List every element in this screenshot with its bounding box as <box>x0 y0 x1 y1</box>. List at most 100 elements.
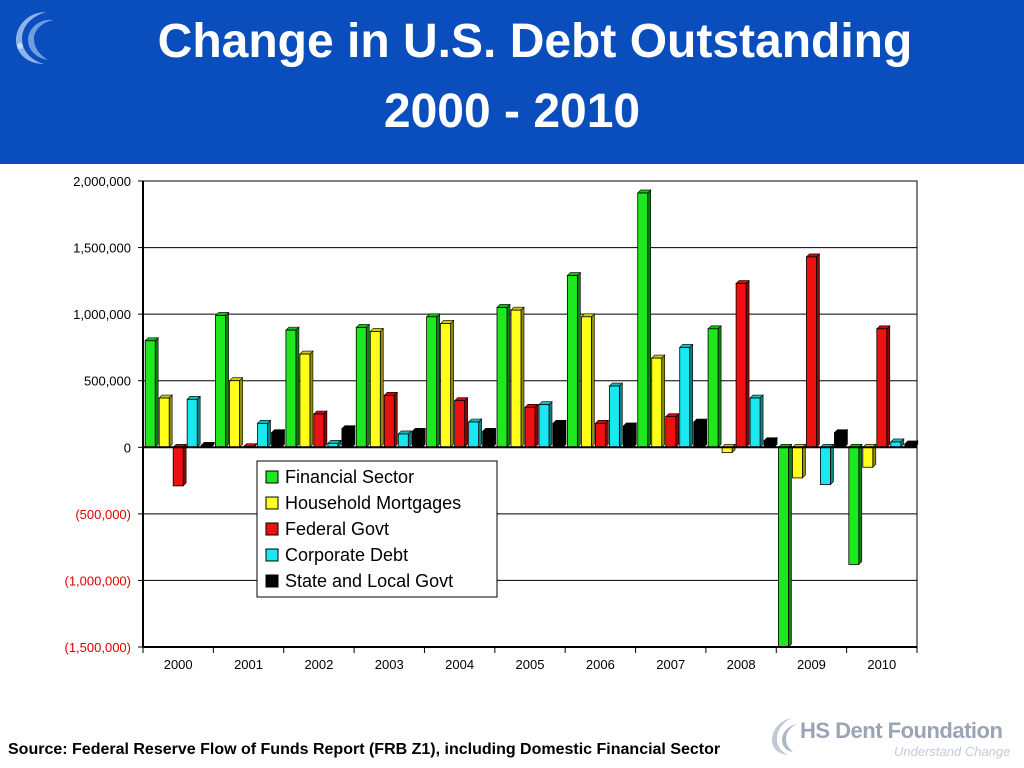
bar-front <box>510 309 522 448</box>
y-tick-label: (1,000,000) <box>65 573 132 588</box>
legend-swatch <box>265 574 279 588</box>
bar-front <box>651 357 663 448</box>
bar <box>833 428 849 449</box>
axes: 2,000,000 1,500,000 1,000,000 500,000 0 (500,… <box>65 174 918 672</box>
bar-side <box>633 422 637 449</box>
bar-front <box>440 323 452 448</box>
bar <box>144 337 159 449</box>
bar <box>369 327 384 449</box>
bar-side <box>323 410 328 449</box>
bar-side <box>506 303 511 449</box>
bar <box>186 395 201 449</box>
bar-side <box>591 313 595 449</box>
bar <box>214 311 230 449</box>
bar-side <box>562 419 567 449</box>
bar-front <box>806 256 817 448</box>
bar-side <box>703 418 708 449</box>
bar <box>651 354 666 449</box>
bar-front <box>552 422 564 448</box>
bar-front <box>707 328 719 448</box>
bar-front <box>566 275 578 448</box>
x-tick-label: 2003 <box>375 657 404 672</box>
bar <box>735 279 750 449</box>
x-tick-label: 2008 <box>727 657 756 672</box>
bar <box>848 443 863 566</box>
hs-dent-swoosh-icon <box>16 12 54 64</box>
bar <box>270 428 286 449</box>
bar-front <box>271 432 282 448</box>
bar-side <box>520 306 525 449</box>
bar-side <box>464 396 468 449</box>
bar-side <box>379 327 384 449</box>
bar-side <box>802 443 806 479</box>
bar-front <box>834 432 845 448</box>
bar-side <box>365 323 370 449</box>
bar-side <box>788 443 792 648</box>
legend-label: Corporate Debt <box>285 545 408 565</box>
bar <box>158 394 173 449</box>
hs-dent-swoosh-icon <box>772 718 798 755</box>
y-tick-label: 0 <box>124 440 131 455</box>
bar-front <box>229 380 240 448</box>
bar-front <box>482 430 494 448</box>
logo-tagline: Understand Change <box>894 744 1011 759</box>
bar-front <box>749 397 761 448</box>
bar <box>313 410 328 449</box>
bar <box>608 382 624 449</box>
bar-front <box>580 316 592 448</box>
bar-side <box>717 325 722 449</box>
bar <box>411 427 426 449</box>
legend-box <box>256 460 498 598</box>
bar-front <box>411 430 423 448</box>
bar-front <box>693 421 705 448</box>
y-tick-label: 1,500,000 <box>73 241 131 256</box>
y-tick-label: (1,500,000) <box>65 640 132 655</box>
bar-front <box>524 406 536 448</box>
bar <box>327 439 342 449</box>
bar <box>805 253 821 449</box>
bar <box>228 376 244 449</box>
bar-front <box>257 422 268 448</box>
page-subtitle: 2000 - 2010 <box>383 85 641 138</box>
bar-side <box>548 400 553 449</box>
bar-side <box>816 253 820 449</box>
legend-swatch <box>265 470 279 484</box>
bar-side <box>759 394 764 449</box>
x-tick-label: 2006 <box>586 657 615 672</box>
bar-side <box>225 311 229 449</box>
x-tick-label: 2000 <box>164 657 193 672</box>
bar-front <box>313 413 325 448</box>
bar-front <box>679 347 691 448</box>
legend-label: Financial Sector <box>285 467 414 487</box>
bar-side <box>393 391 398 449</box>
bar-front <box>594 422 606 448</box>
bar <box>777 443 793 648</box>
bar-side <box>196 395 201 449</box>
bar <box>749 394 764 449</box>
bar-side <box>351 424 356 449</box>
bar-front <box>426 316 438 448</box>
legend-label: Household Mortgages <box>285 493 461 513</box>
bar-side <box>239 376 243 449</box>
bar-front <box>862 446 874 468</box>
bar-side <box>675 412 680 449</box>
bar-front <box>172 446 184 487</box>
bar-front <box>538 404 550 448</box>
bar-side <box>295 326 300 449</box>
bar-side <box>886 325 891 449</box>
bar-front <box>665 416 677 448</box>
bar <box>679 343 694 449</box>
bar <box>285 326 300 449</box>
x-tick-label: 2004 <box>445 657 474 672</box>
x-tick-label: 2010 <box>867 657 896 672</box>
bar-front <box>299 353 311 448</box>
bar-side <box>830 443 834 486</box>
bar-side <box>436 313 440 449</box>
bar-front <box>876 328 888 448</box>
title-banner: Change in U.S. Debt Outstanding 2000 - 2… <box>0 0 1024 164</box>
bar <box>876 325 891 449</box>
bar <box>172 443 187 487</box>
bar <box>707 325 722 449</box>
bar-side <box>647 189 652 449</box>
bar-front <box>778 446 789 648</box>
